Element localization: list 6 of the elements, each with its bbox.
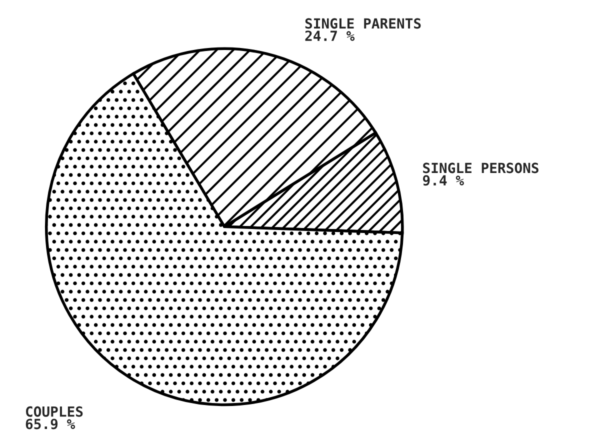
slice-label: COUPLES bbox=[26, 406, 83, 417]
data-label: 9.4 % bbox=[422, 175, 464, 186]
slice-label: SINGLE PERSONS bbox=[423, 162, 538, 174]
slice-label: SINGLE PARENTS bbox=[305, 18, 421, 29]
data-label: 65.9 % bbox=[26, 418, 76, 430]
data-label: 24.7 % bbox=[305, 30, 355, 41]
